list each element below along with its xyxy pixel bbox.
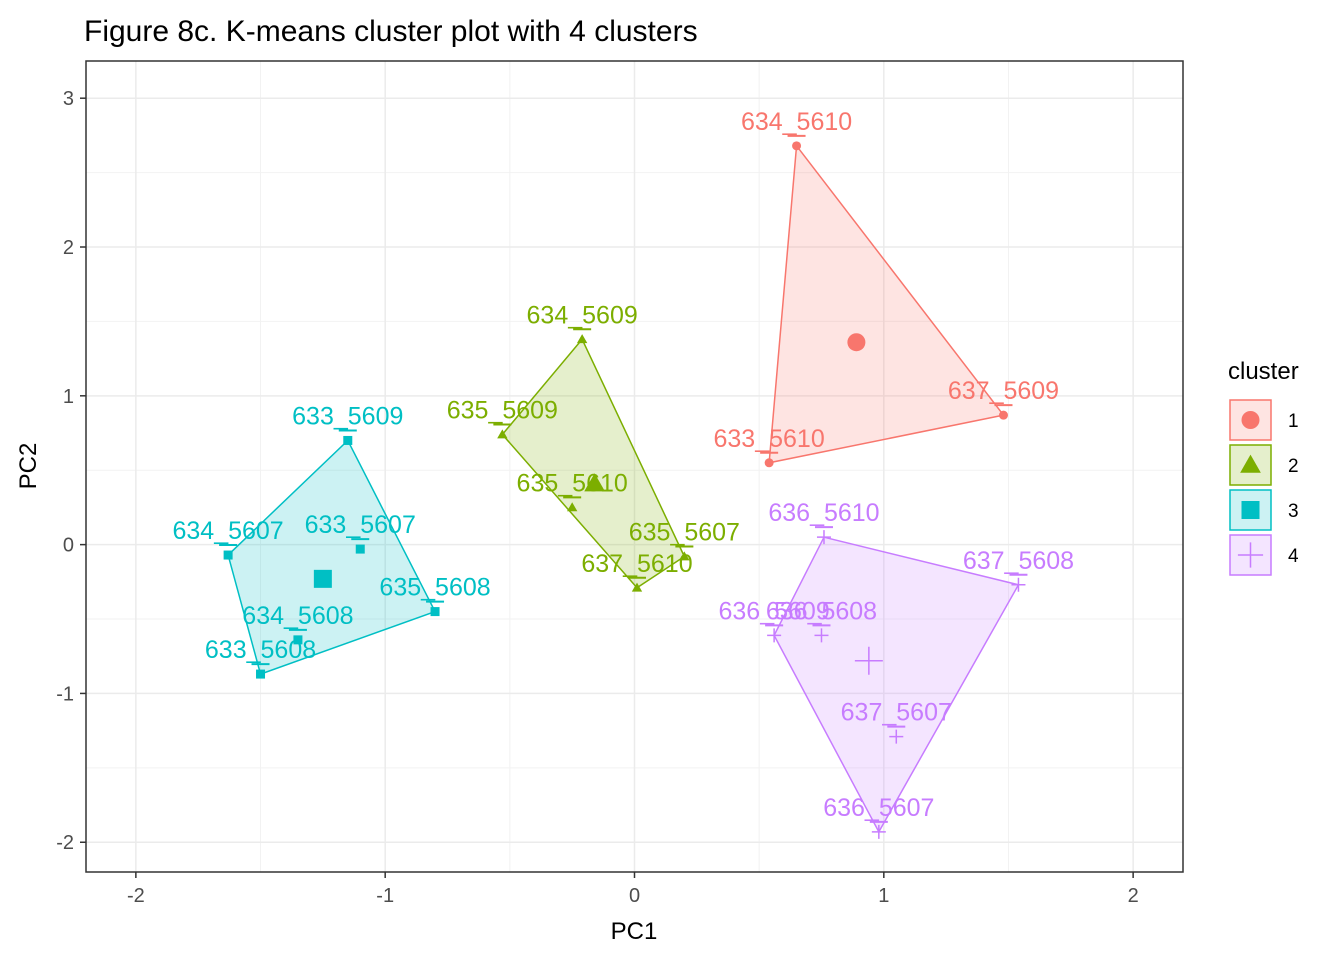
point-label: 635_5610 xyxy=(517,469,628,497)
data-point xyxy=(871,824,886,839)
legend-label-2: 2 xyxy=(1288,456,1299,477)
x-tick-label: 1 xyxy=(878,885,889,907)
point-label: 637_5609 xyxy=(948,377,1059,405)
point-label: 633_5610 xyxy=(714,425,825,453)
point-label: 637_5608 xyxy=(963,547,1074,575)
x-tick-label: -1 xyxy=(376,885,394,907)
point-label: 636_5610 xyxy=(768,499,879,527)
grid-lines xyxy=(86,61,1183,872)
legend-marker-2 xyxy=(1240,454,1261,473)
y-tick-label: 1 xyxy=(63,386,74,408)
data-point xyxy=(497,429,508,439)
point-label: 634_5607 xyxy=(172,517,283,545)
cluster-hull-1 xyxy=(768,143,1005,464)
data-point xyxy=(889,729,904,744)
legend-marker-3 xyxy=(1241,501,1260,519)
point-label: 634_5609 xyxy=(527,301,638,329)
point-label: 634_5608 xyxy=(242,602,353,630)
y-tick-label: -2 xyxy=(56,832,74,854)
x-tick-label: 0 xyxy=(629,885,640,907)
legend-label-1: 1 xyxy=(1288,411,1299,432)
data-point xyxy=(631,582,643,592)
data-point xyxy=(764,458,774,468)
point-label: 636_5608 xyxy=(766,597,877,625)
point-label: 635_5607 xyxy=(629,519,740,547)
x-tick-label: -2 xyxy=(127,885,145,907)
data-point xyxy=(767,628,782,643)
data-point xyxy=(355,544,365,554)
data-point xyxy=(1011,577,1026,592)
point-label: 635_5608 xyxy=(379,574,490,602)
point-label: 633_5608 xyxy=(205,636,316,664)
cluster-center-1 xyxy=(847,333,866,352)
y-tick-label: -1 xyxy=(56,683,74,705)
y-tick-label: 2 xyxy=(63,237,74,259)
chart-title: Figure 8c. K-means cluster plot with 4 c… xyxy=(84,15,698,48)
legend-title: cluster xyxy=(1228,358,1299,385)
point-label: 636_5609 xyxy=(719,597,830,625)
data-point xyxy=(343,435,353,445)
point-labels: 634_5610 637_5609 633_5610 634_5609 635_5609… xyxy=(172,108,1074,823)
point-label: 635_5609 xyxy=(447,397,558,425)
x-axis-title: PC1 xyxy=(611,918,658,945)
data-point xyxy=(430,607,440,617)
point-label: 633_5607 xyxy=(305,511,416,539)
point-label: 637_5610 xyxy=(581,550,692,578)
point-label: 633_5609 xyxy=(292,402,403,430)
cluster-hulls xyxy=(227,143,1020,834)
y-tick-label: 0 xyxy=(63,535,74,557)
legend-marker-1 xyxy=(1241,411,1260,429)
cluster-center-3 xyxy=(313,569,332,588)
cluster-points xyxy=(223,141,1026,839)
y-tick-label: 3 xyxy=(63,88,74,110)
y-axis-title: PC2 xyxy=(15,443,42,490)
data-point xyxy=(814,628,829,643)
legend: cluster 1 2 3 4 xyxy=(1228,358,1299,576)
data-point xyxy=(223,550,233,560)
legend-label-3: 3 xyxy=(1288,501,1299,522)
point-label: 637_5607 xyxy=(841,699,952,727)
data-point xyxy=(792,141,802,151)
data-point xyxy=(293,635,303,645)
legend-marker-4 xyxy=(1237,542,1264,568)
data-point xyxy=(679,551,690,561)
data-point xyxy=(998,410,1008,420)
legend-label-4: 4 xyxy=(1288,546,1299,567)
cluster-center-4 xyxy=(854,646,883,675)
x-tick-label: 2 xyxy=(1128,885,1139,907)
data-point xyxy=(576,334,588,344)
data-point xyxy=(566,502,578,512)
data-point xyxy=(816,530,831,545)
point-label: 636_5607 xyxy=(823,794,934,822)
cluster-center-2 xyxy=(584,473,605,492)
point-label: 634_5610 xyxy=(741,108,852,136)
legend-key-4 xyxy=(1229,534,1272,576)
data-point xyxy=(256,669,266,679)
axes: -2 -1 0 1 2 -2 -1 0 1 2 3 xyxy=(56,88,1138,907)
